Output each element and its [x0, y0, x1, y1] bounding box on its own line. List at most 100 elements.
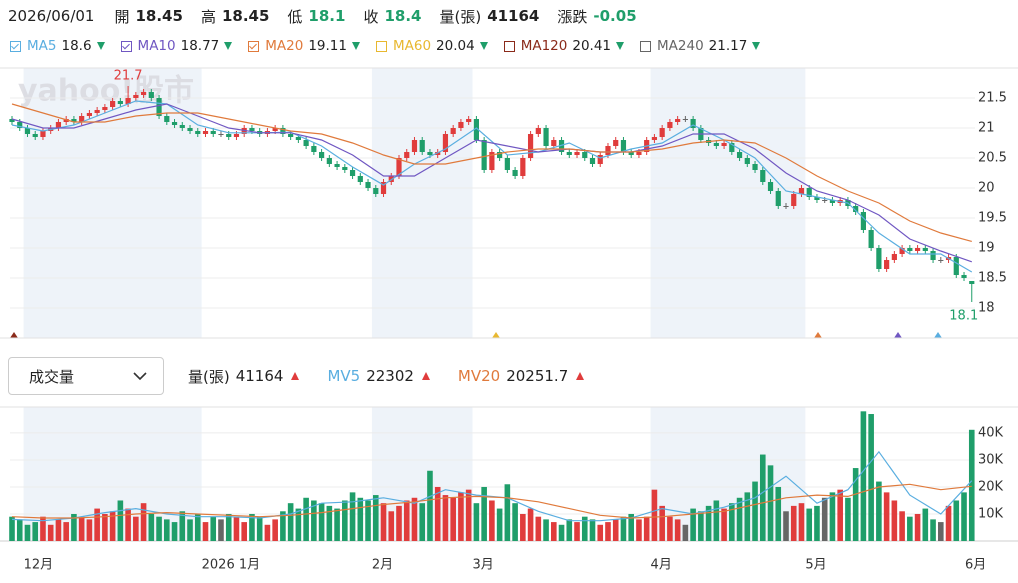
candle-body — [698, 128, 704, 140]
volume-bar — [249, 513, 255, 541]
quote-value: 18.45 — [135, 7, 183, 25]
candle-body — [651, 137, 658, 140]
checkbox[interactable] — [503, 40, 515, 52]
candle-body — [334, 164, 340, 167]
checkbox[interactable] — [10, 40, 21, 52]
candle-body — [342, 167, 348, 170]
checkbox[interactable] — [375, 40, 387, 52]
volume-bar — [968, 429, 975, 541]
candle-body — [783, 206, 789, 207]
x-tick-label: 2月 — [372, 558, 393, 573]
y-tick-label: 10K — [978, 506, 1004, 521]
candle-body — [133, 95, 139, 98]
volume-bar — [63, 522, 69, 541]
direction-arrow — [351, 42, 360, 50]
ma-legend-item[interactable]: MA10 18.77 — [120, 38, 233, 54]
volume-dropdown[interactable]: 成交量 — [8, 357, 164, 395]
candle-body — [218, 134, 224, 135]
candle-body — [179, 125, 185, 128]
volume-bar — [380, 503, 387, 541]
volume-bar — [589, 519, 596, 541]
volume-bar — [450, 497, 456, 541]
volume-bar — [837, 489, 843, 541]
quote-header: 2026/06/01 開 18.45 高 18.45 低 18.1 收 18.4 量(張) 411… — [8, 5, 655, 27]
volume-bar — [922, 508, 929, 541]
volume-bar — [419, 503, 426, 541]
candle-body — [659, 128, 665, 137]
ma-legend-item[interactable]: MA60 20.04 — [375, 38, 488, 54]
candle-body — [845, 200, 851, 206]
candle-body — [450, 128, 456, 134]
volume-bar — [914, 513, 921, 541]
volume-bar — [411, 497, 418, 541]
candle-body — [628, 152, 634, 155]
candle-body — [876, 248, 882, 269]
candle-body — [249, 128, 255, 131]
candle-body — [597, 155, 603, 164]
volume-bar — [164, 519, 170, 541]
candle-body — [110, 101, 116, 107]
mv-line — [11, 483, 972, 519]
vol-value: 41164 — [235, 367, 284, 385]
ma-legend-item[interactable]: MA120 20.41 — [503, 38, 625, 54]
candle-body — [466, 119, 472, 122]
candle-body — [272, 128, 278, 131]
volume-bar — [40, 516, 46, 541]
checkbox[interactable] — [640, 40, 652, 52]
volume-bar — [396, 505, 402, 541]
volume-bar — [434, 486, 441, 541]
ma-legend-item[interactable]: MA20 19.11 — [248, 38, 360, 54]
volume-bar — [744, 492, 751, 541]
candle-body — [442, 134, 449, 152]
candle-body — [117, 101, 123, 104]
quote-value: -0.05 — [593, 7, 637, 25]
candle-body — [319, 152, 325, 158]
volume-bar — [489, 500, 495, 541]
ma-legend-item[interactable]: MA240 21.17 — [640, 38, 761, 54]
candle-body — [404, 152, 410, 158]
candle-body — [156, 98, 162, 116]
ma-value: 20.04 — [436, 38, 475, 54]
candle-body — [868, 230, 874, 248]
volume-bar — [442, 495, 449, 541]
ma-name: MA240 — [657, 38, 704, 54]
candle-body — [706, 140, 712, 143]
checkbox[interactable] — [248, 40, 260, 52]
candle-body — [303, 140, 309, 146]
volume-bar — [326, 505, 333, 541]
volume-bar — [194, 513, 201, 541]
volume-bar — [783, 511, 789, 541]
volume-bar — [295, 508, 302, 541]
volume-bar — [148, 513, 155, 541]
volume-bar — [551, 522, 557, 541]
candle-body — [435, 152, 441, 155]
volume-bar — [938, 522, 944, 541]
volume-bar — [821, 497, 828, 541]
candle-body — [798, 188, 805, 194]
candle-body — [419, 140, 425, 152]
checkbox[interactable] — [120, 40, 132, 52]
volume-bar — [605, 522, 611, 541]
ma-value: 20.41 — [572, 38, 612, 54]
volume-bar — [520, 513, 526, 541]
candle-body — [32, 134, 38, 137]
candle-body — [195, 131, 201, 134]
y-tick-label: 20.5 — [978, 151, 1007, 166]
candle-body — [853, 206, 859, 212]
candle-body — [938, 260, 944, 261]
y-tick-label: 18 — [978, 301, 995, 316]
candle-body — [930, 251, 936, 260]
candle-body — [829, 200, 836, 203]
candle-body — [543, 128, 549, 146]
ma-legend-item[interactable]: MA5 18.6 — [10, 38, 105, 54]
ma-line — [11, 100, 973, 273]
volume-bar — [78, 516, 85, 541]
volume-bar — [357, 497, 364, 541]
marker — [934, 332, 942, 338]
candle-body — [582, 152, 588, 158]
candle-body — [551, 140, 557, 146]
ma-value: 19.11 — [308, 38, 347, 54]
volume-bar — [574, 522, 580, 541]
volume-bar — [659, 505, 665, 541]
volume-bar — [233, 516, 240, 541]
